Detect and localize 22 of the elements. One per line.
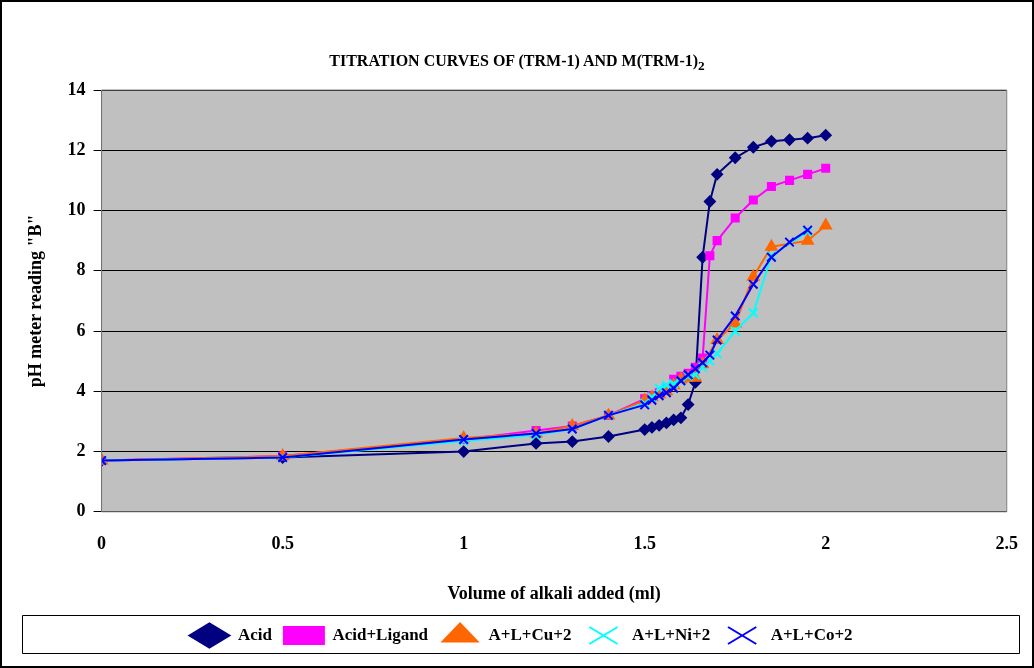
x-tick-label: 1 [459,533,469,554]
y-tick-label: 14 [67,78,86,99]
y-axis-title: pH meter reading "B" [25,214,46,388]
x-tick-label: 2 [821,533,831,554]
y-tick-label: 8 [76,259,86,280]
y-tick-label: 6 [76,319,86,340]
legend-label: A+L+Co+2 [770,624,853,644]
legend-label: Acid [237,624,273,644]
y-tick-label: 2 [76,440,86,461]
x-axis-title: Volume of alkali added (ml) [447,582,661,604]
legend-label: A+L+Ni+2 [631,624,711,644]
y-tick-label: 10 [67,199,86,220]
legend-label: A+L+Cu+2 [488,624,572,644]
x-tick-label: 0.5 [271,533,294,554]
chart-title: TITRATION CURVES OF (TRM-1) AND M(TRM-1)$_{2}$ [328,52,706,75]
x-tick-label: 2.5 [995,533,1018,554]
legend-label: Acid+Ligand [332,624,429,644]
y-tick-label: 12 [67,138,86,159]
y-tick-label: 0 [76,500,86,521]
y-tick-label: 4 [76,379,86,400]
x-tick-label: 0 [97,533,107,554]
x-tick-label: 1.5 [633,533,656,554]
